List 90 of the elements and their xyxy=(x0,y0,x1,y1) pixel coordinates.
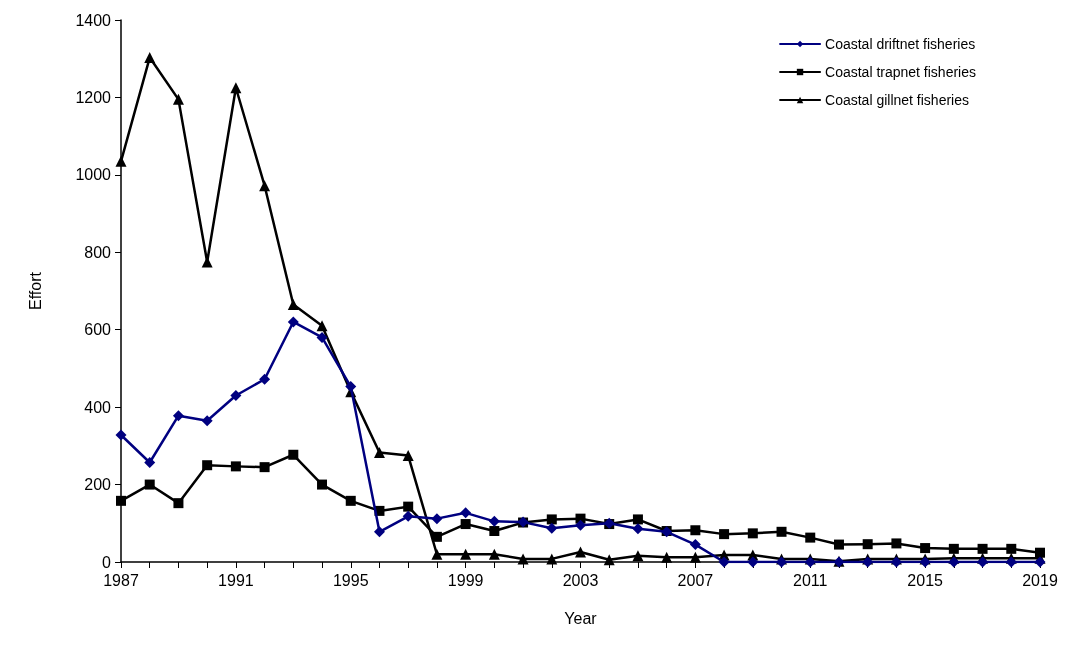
point xyxy=(546,514,557,525)
point xyxy=(402,450,414,462)
point xyxy=(833,539,844,550)
point xyxy=(345,495,356,506)
x-tick-label: 2019 xyxy=(1022,571,1058,589)
point xyxy=(948,556,960,568)
y-tick-label: 200 xyxy=(84,476,112,494)
point xyxy=(747,528,758,539)
point xyxy=(632,523,644,535)
point xyxy=(316,320,328,332)
point xyxy=(431,513,443,525)
point xyxy=(172,410,184,422)
point xyxy=(230,82,242,94)
point xyxy=(173,498,184,509)
point xyxy=(689,539,701,551)
y-tick-label: 600 xyxy=(84,321,112,339)
point xyxy=(402,510,414,522)
point xyxy=(259,373,271,385)
point xyxy=(202,460,213,471)
y-tick-label: 1400 xyxy=(75,11,112,29)
point xyxy=(575,519,586,531)
point xyxy=(115,155,127,167)
point xyxy=(948,543,959,554)
point xyxy=(230,390,242,402)
point xyxy=(259,180,271,192)
point xyxy=(1006,543,1017,554)
point xyxy=(689,551,701,563)
point xyxy=(144,457,156,468)
point xyxy=(690,525,701,536)
point xyxy=(661,551,673,563)
point xyxy=(144,52,156,64)
point xyxy=(345,381,357,393)
point xyxy=(546,553,558,565)
point xyxy=(488,548,500,560)
point xyxy=(862,539,873,550)
y-tick-label: 800 xyxy=(84,243,112,261)
point xyxy=(920,543,931,554)
x-tick-label: 1987 xyxy=(103,571,139,589)
x-tick-label: 1999 xyxy=(447,571,484,589)
point xyxy=(201,415,213,427)
point xyxy=(489,526,500,537)
x-tick-label: 1991 xyxy=(218,571,254,589)
point xyxy=(431,548,443,560)
point xyxy=(116,495,126,506)
y-tick-label: 400 xyxy=(84,398,112,416)
point xyxy=(632,514,643,525)
point xyxy=(460,548,472,560)
point xyxy=(230,461,241,472)
point xyxy=(977,543,988,554)
point xyxy=(373,526,385,538)
point xyxy=(316,331,328,343)
legend-label: Coastal gillnet fisheries xyxy=(825,92,969,108)
point xyxy=(603,554,615,566)
point xyxy=(287,316,299,328)
x-tick-label: 2003 xyxy=(562,571,599,589)
point xyxy=(115,429,127,441)
point xyxy=(719,529,730,540)
point xyxy=(776,526,787,537)
x-tick-label: 2007 xyxy=(677,571,714,589)
point xyxy=(747,556,759,568)
y-axis-title: Effort xyxy=(26,271,44,310)
point xyxy=(144,479,155,490)
point xyxy=(718,556,730,568)
legend-label: Coastal trapnet fisheries xyxy=(825,64,976,80)
x-tick-label: 1995 xyxy=(332,571,369,589)
point xyxy=(317,479,328,490)
point xyxy=(546,522,558,534)
point xyxy=(259,462,270,473)
point xyxy=(431,531,442,542)
x-tick-label: 2015 xyxy=(907,571,944,589)
point xyxy=(460,519,471,530)
point xyxy=(805,532,816,543)
point xyxy=(172,93,184,105)
point xyxy=(460,507,472,519)
y-tick-label: 1200 xyxy=(75,88,112,106)
point xyxy=(517,553,529,565)
legend-label: Coastal driftnet fisheries xyxy=(825,36,976,52)
point xyxy=(373,446,385,458)
x-tick-label: 2011 xyxy=(793,571,828,589)
point xyxy=(891,538,902,549)
point xyxy=(632,550,644,562)
x-axis-title: Year xyxy=(564,609,598,627)
point xyxy=(403,501,414,512)
y-tick-label: 1000 xyxy=(75,166,112,184)
point xyxy=(488,515,500,527)
point xyxy=(288,449,299,460)
y-tick-label: 0 xyxy=(102,553,112,571)
point xyxy=(1035,547,1045,558)
point xyxy=(287,299,299,311)
point xyxy=(575,546,586,558)
